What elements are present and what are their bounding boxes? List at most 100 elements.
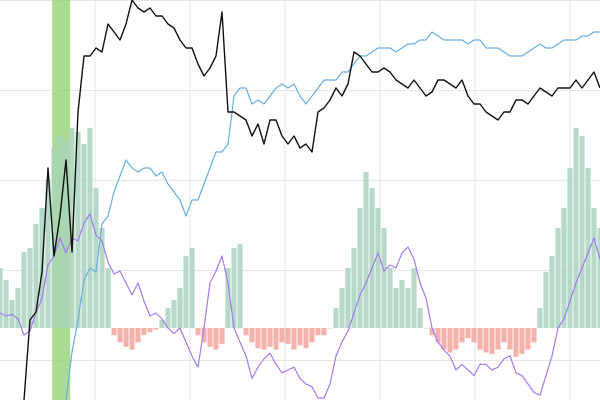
histogram-bar-31	[183, 256, 189, 328]
histogram-bar-99	[591, 208, 597, 328]
histogram-bar-9	[51, 148, 57, 328]
histogram-bar-60	[357, 208, 363, 328]
histogram-bar-38	[225, 268, 231, 328]
histogram-bar-19	[111, 328, 117, 336]
histogram-bar-27	[159, 320, 165, 328]
histogram-bar-83	[495, 328, 501, 350]
histogram-bar-24	[141, 328, 147, 336]
histogram-bar-18	[105, 268, 111, 328]
histogram-bar-87	[519, 328, 525, 354]
histogram-bar-26	[153, 328, 159, 330]
histogram-bar-64	[381, 228, 387, 328]
histogram-bar-8	[45, 180, 51, 328]
histogram-bar-39	[231, 248, 237, 328]
histogram-bar-65	[387, 268, 393, 328]
histogram-bar-54	[321, 328, 327, 336]
histogram-bar-73	[435, 328, 441, 343]
black-series-line	[23, 0, 600, 400]
histogram-bar-32	[189, 248, 195, 328]
histogram-bar-44	[261, 328, 267, 350]
histogram-bar-0	[0, 268, 3, 328]
histogram-bar-13	[75, 132, 81, 328]
histogram-bar-22	[129, 328, 135, 350]
histogram-bar-10	[57, 136, 63, 328]
histogram-bar-14	[81, 144, 87, 328]
histogram-bar-78	[465, 328, 471, 339]
histogram-bar-76	[453, 328, 459, 350]
histogram-bar-52	[309, 328, 315, 343]
histogram-bar-94	[561, 208, 567, 328]
histogram-bar-4	[21, 252, 27, 328]
histogram-bar-72	[429, 328, 435, 336]
histogram-bar-47	[279, 328, 285, 343]
histogram-bar-41	[243, 328, 249, 336]
histogram-bar-75	[447, 328, 453, 353]
histogram-bar-67	[399, 280, 405, 328]
histogram-bar-21	[123, 328, 129, 347]
histogram-bar-34	[201, 328, 207, 343]
histogram-bar-81	[483, 328, 489, 353]
histogram-bar-96	[573, 128, 579, 328]
histogram-bar-89	[531, 328, 537, 343]
histogram-bar-42	[249, 328, 255, 343]
histogram-bar-70	[417, 308, 423, 328]
histogram-bar-62	[369, 188, 375, 328]
histogram-bar-33	[195, 328, 201, 336]
histogram-bar-11	[63, 140, 69, 328]
histogram-bar-59	[351, 248, 357, 328]
histogram-bar-93	[555, 228, 561, 328]
histogram-bar-46	[273, 328, 279, 350]
histogram-bar-100	[597, 228, 600, 328]
histogram-bar-45	[267, 328, 273, 347]
histogram-bar-91	[543, 272, 549, 328]
histogram-bar-74	[441, 328, 447, 350]
histogram-bar-58	[345, 268, 351, 328]
histogram-bar-92	[549, 256, 555, 328]
histogram-bar-84	[501, 328, 507, 343]
histogram-bar-28	[165, 308, 171, 328]
histogram-bars	[0, 128, 600, 357]
histogram-bar-85	[507, 328, 513, 350]
histogram-bar-69	[411, 268, 417, 328]
histogram-bar-1	[3, 280, 9, 328]
histogram-bar-29	[171, 300, 177, 328]
histogram-bar-36	[213, 328, 219, 350]
histogram-bar-56	[333, 308, 339, 328]
histogram-bar-71	[423, 328, 429, 329]
purple-series-line	[0, 213, 600, 399]
histogram-bar-61	[363, 172, 369, 328]
histogram-bar-57	[339, 288, 345, 328]
histogram-bar-97	[579, 136, 585, 328]
histogram-bar-17	[99, 228, 105, 328]
histogram-bar-6	[33, 224, 39, 328]
histogram-bar-98	[585, 168, 591, 328]
histogram-bar-53	[315, 328, 321, 336]
blue-series-line	[65, 31, 600, 400]
histogram-bar-43	[255, 328, 261, 349]
histogram-bar-50	[297, 328, 303, 346]
histogram-bar-30	[177, 288, 183, 328]
histogram-bar-68	[405, 288, 411, 328]
histogram-bar-86	[513, 328, 519, 357]
histogram-bar-77	[459, 328, 465, 343]
histogram-bar-95	[567, 168, 573, 328]
histogram-bar-49	[291, 328, 297, 350]
histogram-bar-55	[327, 328, 333, 329]
histogram-bar-20	[117, 328, 123, 343]
histogram-bar-23	[135, 328, 141, 343]
histogram-bar-25	[147, 328, 153, 333]
histogram-bar-35	[207, 328, 213, 347]
histogram-bar-16	[93, 188, 99, 328]
histogram-bar-90	[537, 308, 543, 328]
histogram-bar-88	[525, 328, 531, 350]
histogram-bar-66	[393, 288, 399, 328]
histogram-bar-12	[69, 128, 75, 328]
histogram-bar-37	[219, 328, 225, 344]
histogram-bar-40	[237, 244, 243, 328]
histogram-bar-63	[375, 208, 381, 328]
histogram-bar-5	[27, 248, 33, 328]
histogram-bar-82	[489, 328, 495, 354]
histogram-bar-15	[87, 128, 93, 328]
histogram-bar-48	[285, 328, 291, 344]
